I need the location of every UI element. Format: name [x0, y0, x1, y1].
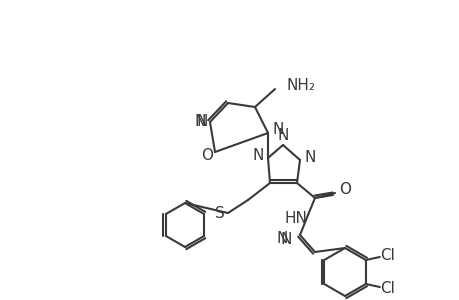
Text: O: O: [201, 148, 213, 163]
Text: N: N: [280, 232, 291, 247]
Text: Cl: Cl: [380, 248, 394, 262]
Text: N: N: [304, 151, 315, 166]
Text: NH₂: NH₂: [286, 77, 315, 92]
Text: N: N: [252, 148, 263, 164]
Text: N: N: [194, 115, 205, 130]
Text: O: O: [338, 182, 350, 197]
Text: N: N: [277, 128, 288, 143]
Text: N: N: [276, 232, 287, 247]
Text: N: N: [272, 122, 283, 137]
Text: Cl: Cl: [380, 281, 394, 296]
Text: HN: HN: [284, 212, 307, 226]
Text: N: N: [196, 115, 207, 130]
Text: S: S: [215, 206, 224, 221]
